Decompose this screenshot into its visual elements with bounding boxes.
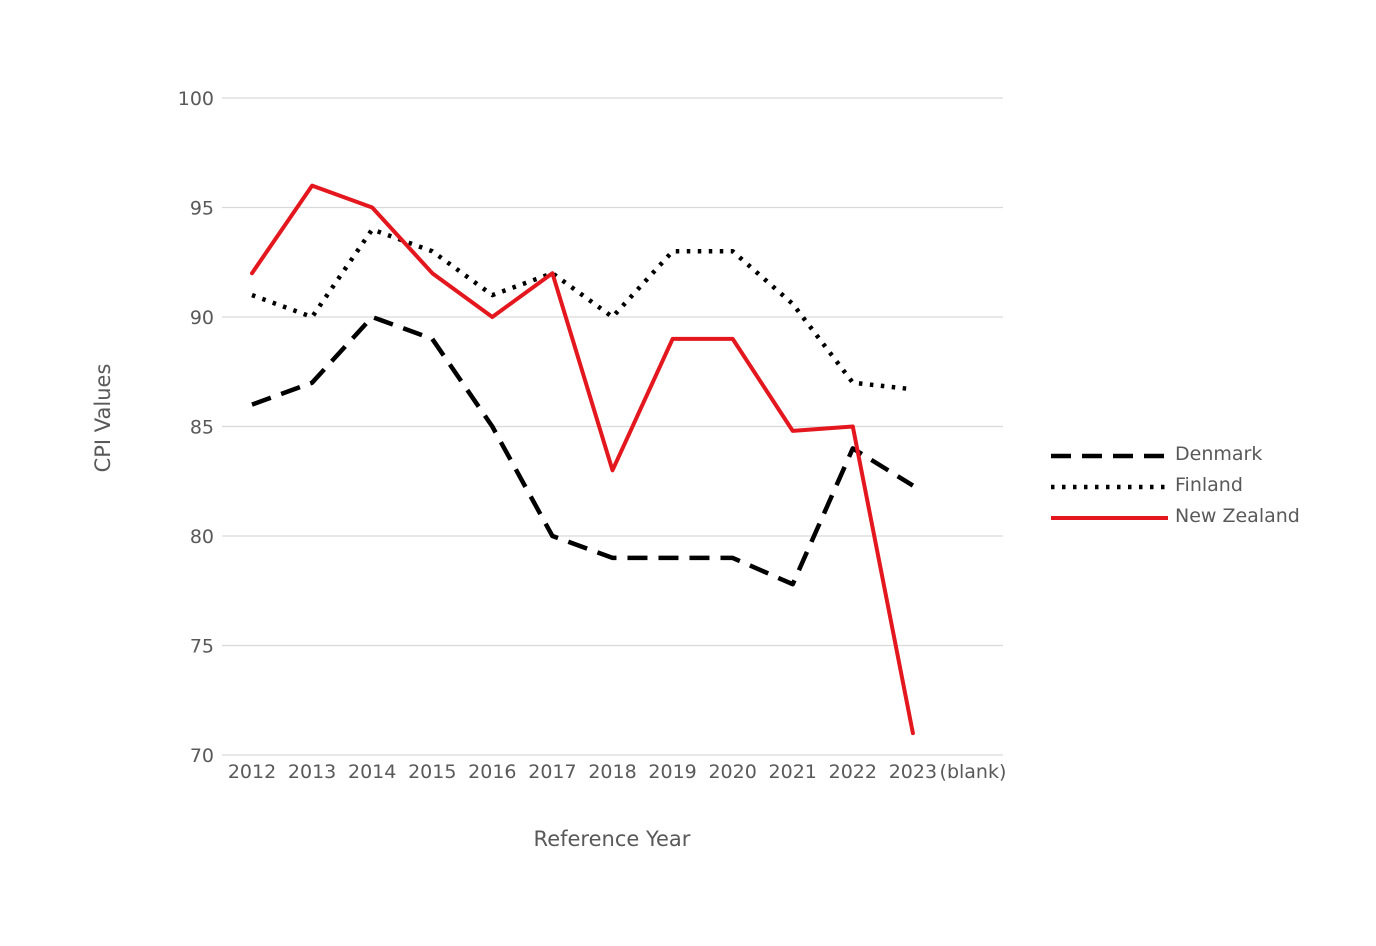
legend: Denmark Finland New Zealand xyxy=(1051,443,1300,527)
y-tick-label: 70 xyxy=(190,745,214,767)
y-tick-label: 95 xyxy=(190,198,214,220)
x-tick-label: 2023 xyxy=(889,761,937,783)
series-line-finland xyxy=(251,227,914,392)
x-tick-label: 2020 xyxy=(708,761,756,783)
x-tick-label: 2015 xyxy=(408,761,456,783)
legend-label-finland: Finland xyxy=(1175,474,1243,496)
x-axis-title: Reference Year xyxy=(534,827,691,851)
legend-label-new-zealand: New Zealand xyxy=(1175,505,1300,527)
x-axis-ticks: 2012 2013 2014 2015 2016 2017 2018 2019 2020 2021… xyxy=(228,761,1007,783)
x-tick-label: 2012 xyxy=(228,761,276,783)
x-tick-label: 2018 xyxy=(588,761,636,783)
y-tick-label: 80 xyxy=(190,526,214,548)
series-line-denmark xyxy=(251,314,915,587)
legend-label-denmark: Denmark xyxy=(1175,443,1262,465)
x-tick-label: 2021 xyxy=(769,761,817,783)
x-tick-label: 2022 xyxy=(829,761,877,783)
y-tick-label: 90 xyxy=(190,307,214,329)
x-tick-label: 2014 xyxy=(348,761,396,783)
x-tick-label: 2016 xyxy=(468,761,516,783)
y-axis-title: CPI Values xyxy=(91,364,115,473)
x-tick-label: 2017 xyxy=(528,761,576,783)
x-tick-label: (blank) xyxy=(940,761,1007,783)
y-axis-ticks: 70 75 80 85 90 95 100 xyxy=(178,88,214,767)
y-tick-label: 75 xyxy=(190,636,214,658)
x-tick-label: 2019 xyxy=(648,761,696,783)
x-tick-label: 2013 xyxy=(288,761,336,783)
series-lines xyxy=(250,183,915,736)
gridlines xyxy=(222,97,1003,756)
y-tick-label: 100 xyxy=(178,88,214,110)
series-line-new-zealand xyxy=(250,183,915,736)
y-tick-label: 85 xyxy=(190,417,214,439)
